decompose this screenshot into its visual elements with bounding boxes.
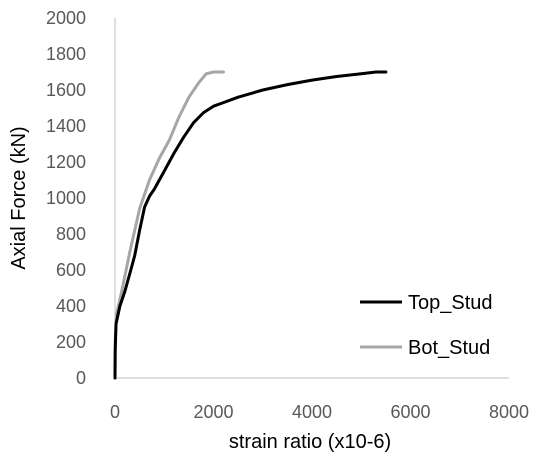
y-tick-label: 1400 [46,116,86,136]
series-layer [113,70,388,380]
x-tick-label: 8000 [489,402,529,422]
series-line-bot-stud [113,70,225,380]
y-tick-label: 1000 [46,188,86,208]
y-tick-label: 800 [56,224,86,244]
y-axis-title: Axial Force (kN) [8,126,30,269]
legend: Top_Stud Bot_Stud [360,292,493,359]
x-axis-tick-labels: 0 2000 4000 6000 8000 [110,402,529,422]
y-tick-label: 0 [76,368,86,388]
x-tick-label: 0 [110,402,120,422]
y-tick-label: 1600 [46,80,86,100]
plot-area [114,18,509,379]
x-axis-title: strain ratio (x10-6) [229,431,391,453]
y-tick-label: 2000 [46,8,86,28]
y-tick-label: 1800 [46,44,86,64]
y-tick-label: 600 [56,260,86,280]
y-tick-label: 400 [56,296,86,316]
x-tick-label: 6000 [390,402,430,422]
legend-label-bot-stud: Bot_Stud [408,337,490,359]
y-tick-label: 1200 [46,152,86,172]
y-axis-tick-labels: 0 200 400 600 800 1000 1200 1400 1600 1800 2000 [46,8,86,388]
legend-label-top-stud: Top_Stud [408,292,493,314]
y-tick-label: 200 [56,332,86,352]
series-line-top-stud [113,70,388,380]
x-tick-label: 2000 [193,402,233,422]
x-tick-label: 4000 [292,402,332,422]
